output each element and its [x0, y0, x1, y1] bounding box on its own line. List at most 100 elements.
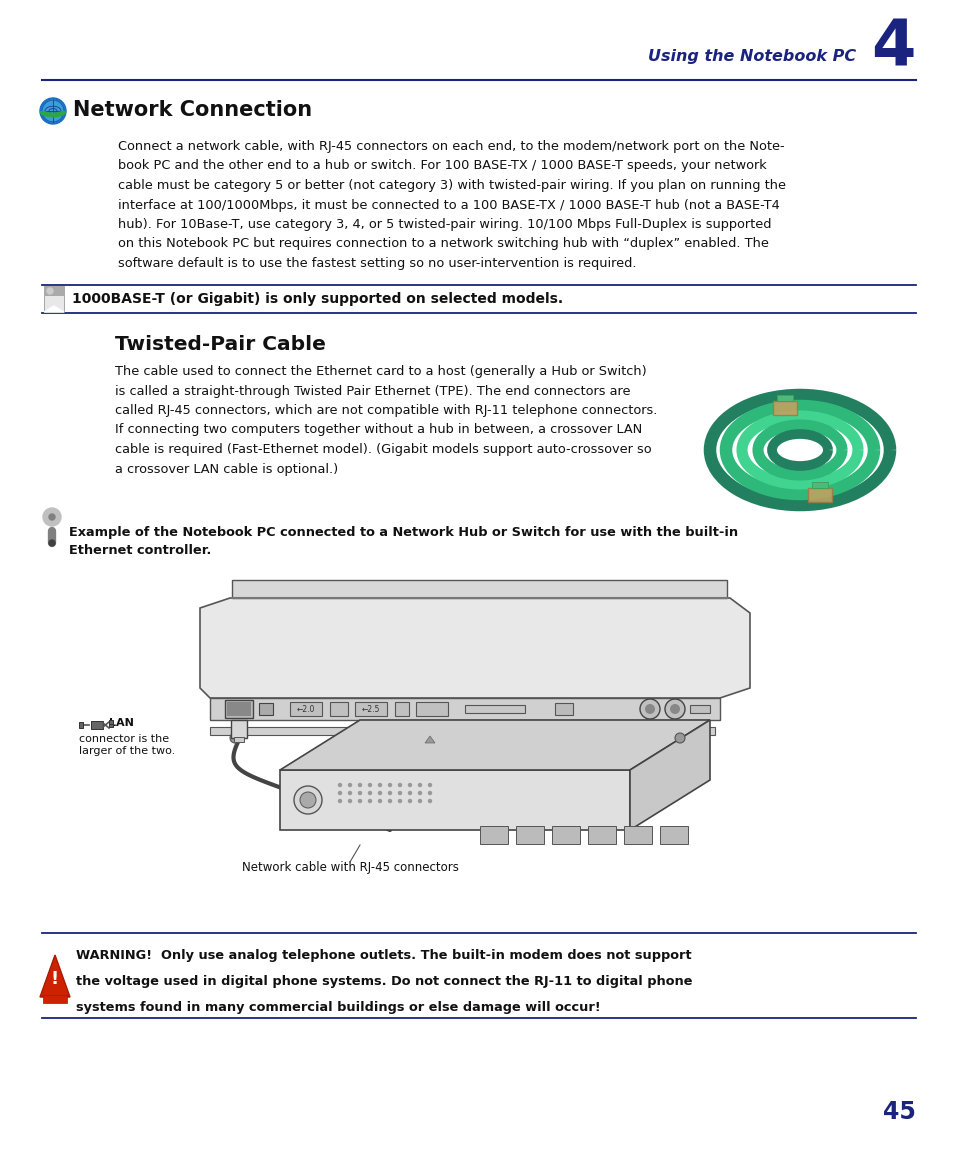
Bar — [479, 826, 507, 844]
Circle shape — [639, 699, 659, 720]
Circle shape — [388, 799, 391, 803]
Circle shape — [408, 783, 411, 787]
Text: !: ! — [51, 970, 59, 988]
Circle shape — [338, 791, 341, 795]
Circle shape — [42, 100, 64, 122]
Bar — [416, 702, 448, 716]
Text: ←2.0: ←2.0 — [296, 706, 315, 715]
Text: Network Hub or Switch: Network Hub or Switch — [403, 793, 546, 806]
Circle shape — [408, 799, 411, 803]
Circle shape — [664, 699, 684, 720]
Text: larger of the two.: larger of the two. — [79, 746, 175, 757]
Text: 1000BASE-T (or Gigabit) is only supported on selected models.: 1000BASE-T (or Gigabit) is only supporte… — [71, 292, 562, 306]
Circle shape — [299, 792, 315, 808]
Text: The cable used to connect the Ethernet card to a host (generally a Hub or Switch: The cable used to connect the Ethernet c… — [115, 365, 646, 378]
Circle shape — [669, 705, 679, 714]
Polygon shape — [44, 306, 64, 312]
Bar — [233, 737, 244, 742]
Circle shape — [398, 783, 401, 787]
Bar — [231, 720, 247, 738]
Circle shape — [675, 733, 684, 743]
Text: Using the Notebook PC: Using the Notebook PC — [647, 50, 855, 65]
Circle shape — [644, 705, 655, 714]
Circle shape — [230, 733, 240, 743]
Polygon shape — [232, 580, 726, 598]
Text: LAN: LAN — [109, 718, 133, 728]
Circle shape — [348, 791, 351, 795]
Bar — [330, 702, 348, 716]
Polygon shape — [280, 720, 709, 770]
Text: Network cable with RJ-45 connectors: Network cable with RJ-45 connectors — [241, 862, 458, 874]
Circle shape — [368, 783, 371, 787]
Text: Ethernet controller.: Ethernet controller. — [69, 544, 212, 557]
Text: Network Connection: Network Connection — [73, 100, 312, 120]
Bar — [659, 826, 687, 844]
Bar — [79, 722, 83, 728]
Polygon shape — [280, 770, 629, 830]
Bar — [395, 702, 409, 716]
Circle shape — [348, 799, 351, 803]
Circle shape — [408, 791, 411, 795]
Polygon shape — [200, 598, 749, 698]
Circle shape — [398, 799, 401, 803]
Circle shape — [358, 799, 361, 803]
Bar — [689, 705, 709, 713]
Text: a crossover LAN cable is optional.): a crossover LAN cable is optional.) — [115, 462, 338, 476]
Circle shape — [428, 791, 431, 795]
Circle shape — [378, 799, 381, 803]
Circle shape — [49, 541, 55, 546]
Polygon shape — [424, 736, 435, 743]
Bar — [552, 826, 579, 844]
Text: connector is the: connector is the — [79, 733, 169, 744]
Circle shape — [388, 783, 391, 787]
Bar — [43, 994, 67, 1003]
Circle shape — [49, 514, 55, 520]
Circle shape — [418, 783, 421, 787]
Bar — [807, 489, 831, 502]
Text: cable is required (Fast-Ethernet model). (Gigabit models support auto-crossover : cable is required (Fast-Ethernet model).… — [115, 444, 651, 456]
Circle shape — [348, 783, 351, 787]
Polygon shape — [40, 955, 70, 997]
Bar — [225, 700, 253, 718]
Circle shape — [378, 783, 381, 787]
Circle shape — [418, 791, 421, 795]
Text: If connecting two computers together without a hub in between, a crossover LAN: If connecting two computers together wit… — [115, 424, 641, 437]
Circle shape — [368, 791, 371, 795]
Circle shape — [358, 783, 361, 787]
Bar — [516, 826, 543, 844]
Circle shape — [378, 791, 381, 795]
Circle shape — [358, 791, 361, 795]
Text: interface at 100/1000Mbps, it must be connected to a 100 BASE-TX / 1000 BASE-T h: interface at 100/1000Mbps, it must be co… — [118, 199, 779, 211]
Bar — [91, 721, 103, 729]
Bar — [258, 703, 273, 715]
Bar — [811, 482, 827, 489]
Bar — [227, 702, 251, 716]
Text: ←2.5: ←2.5 — [361, 706, 380, 715]
Circle shape — [47, 288, 53, 295]
Circle shape — [428, 799, 431, 803]
Bar — [555, 703, 573, 715]
Bar — [109, 720, 112, 724]
Bar — [290, 702, 322, 716]
Text: Example of the Notebook PC connected to a Network Hub or Switch for use with the: Example of the Notebook PC connected to … — [69, 526, 738, 539]
Circle shape — [368, 799, 371, 803]
Text: 4: 4 — [871, 17, 915, 79]
Circle shape — [418, 799, 421, 803]
Text: WARNING!  Only use analog telephone outlets. The built-in modem does not support: WARNING! Only use analog telephone outle… — [76, 949, 691, 962]
Text: 45: 45 — [882, 1100, 915, 1124]
Polygon shape — [629, 720, 709, 830]
Bar — [623, 826, 651, 844]
Bar — [772, 401, 796, 415]
Circle shape — [40, 98, 66, 124]
Text: on this Notebook PC but requires connection to a network switching hub with “dup: on this Notebook PC but requires connect… — [118, 238, 768, 251]
Text: is called a straight-through Twisted Pair Ethernet (TPE). The end connectors are: is called a straight-through Twisted Pai… — [115, 385, 630, 397]
Polygon shape — [210, 698, 720, 720]
Text: cable must be category 5 or better (not category 3) with twisted-pair wiring. If: cable must be category 5 or better (not … — [118, 179, 785, 192]
Circle shape — [398, 791, 401, 795]
Text: systems found in many commercial buildings or else damage will occur!: systems found in many commercial buildin… — [76, 1001, 600, 1014]
Circle shape — [428, 783, 431, 787]
Circle shape — [338, 799, 341, 803]
Bar — [587, 826, 616, 844]
Bar — [44, 286, 64, 296]
Text: software default is to use the fastest setting so no user-intervention is requir: software default is to use the fastest s… — [118, 258, 636, 270]
